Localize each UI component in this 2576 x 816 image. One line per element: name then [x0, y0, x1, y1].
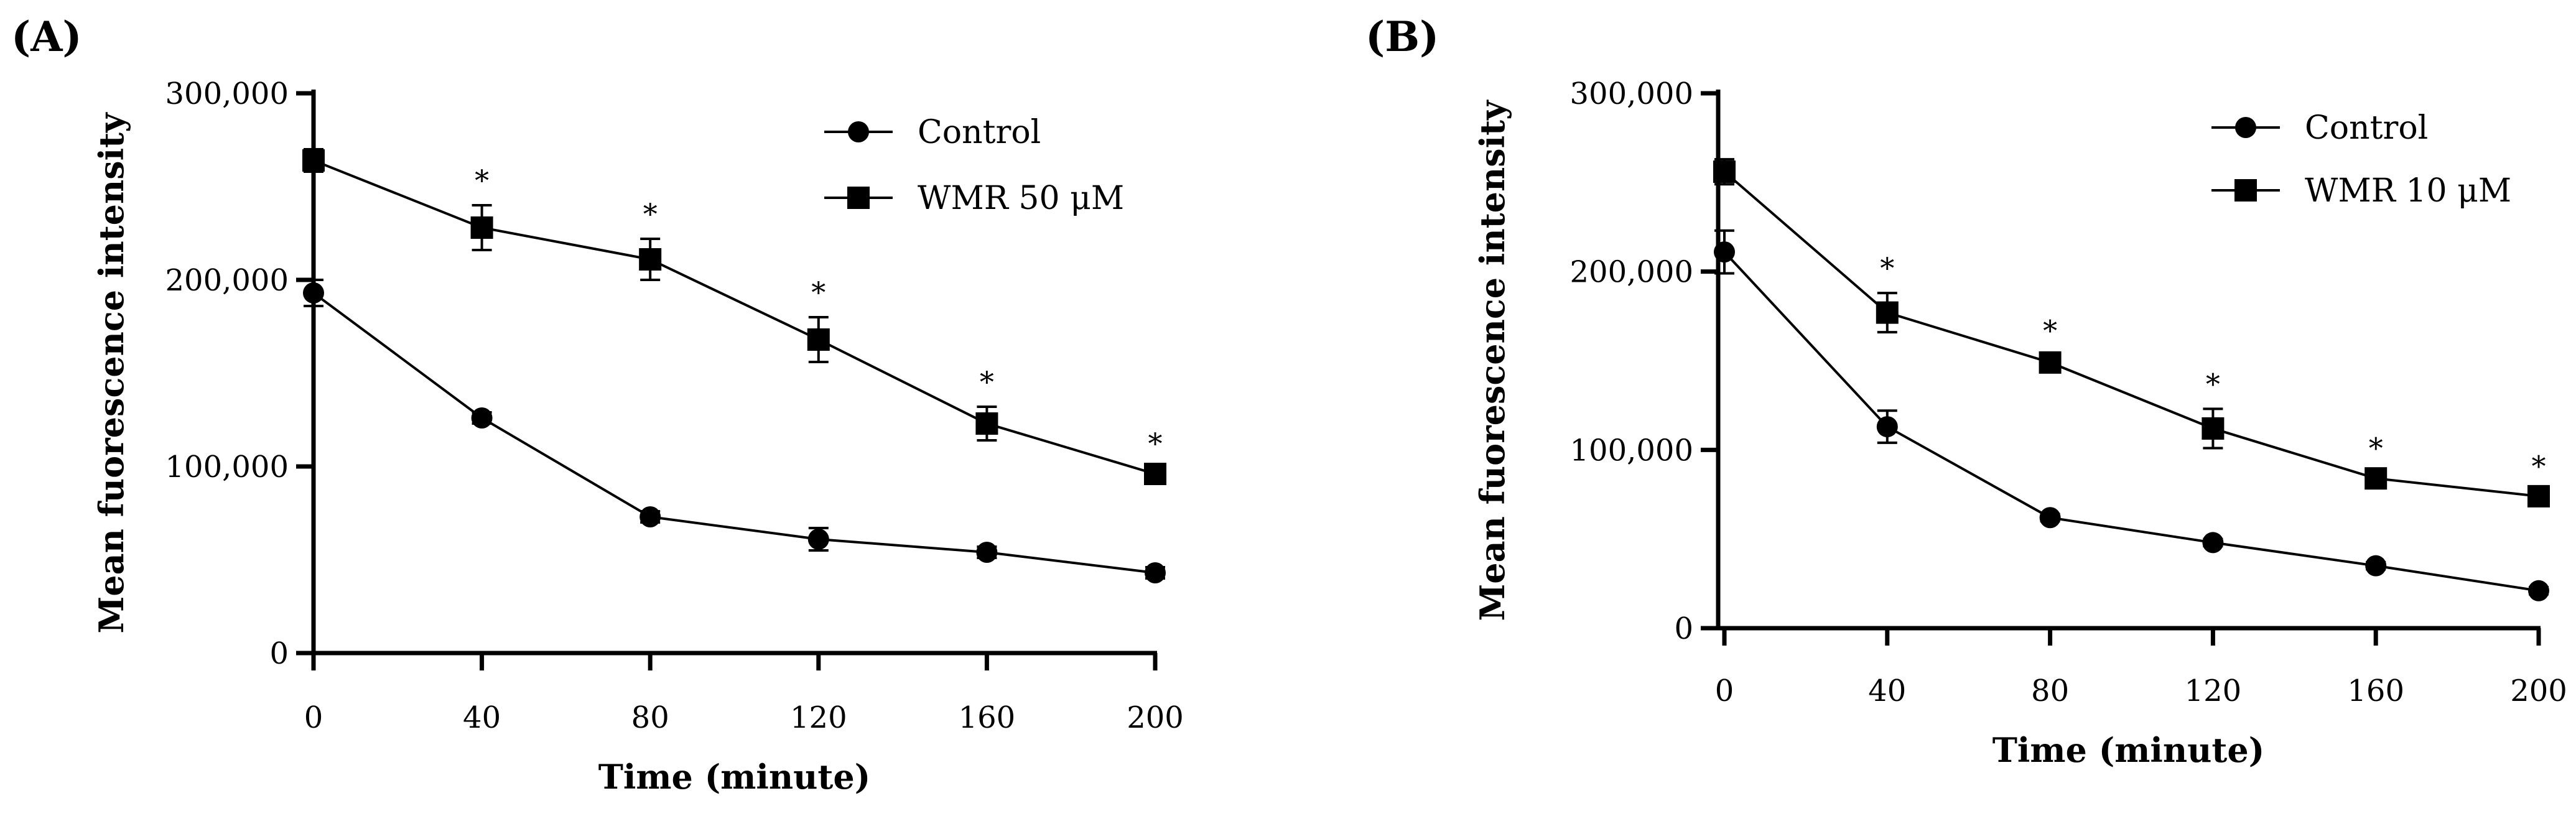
- data-point: [1144, 463, 1166, 485]
- data-point: [470, 216, 493, 239]
- x-tick-label: 80: [631, 700, 669, 735]
- x-axis-title: Time (minute): [598, 757, 871, 797]
- significance-asterisk: *: [475, 164, 489, 197]
- data-point: [1876, 416, 1898, 438]
- x-tick-label: 200: [2510, 674, 2567, 708]
- x-tick-label: 0: [1715, 674, 1734, 708]
- panel-label: (B): [1365, 12, 1439, 61]
- data-point: [2528, 580, 2549, 601]
- data-point: [2202, 417, 2225, 440]
- x-tick-label: 80: [2031, 674, 2069, 708]
- data-point: [807, 529, 829, 550]
- data-point: [1876, 301, 1899, 324]
- significance-asterisk: *: [2369, 432, 2383, 465]
- series-line: [312, 292, 1156, 574]
- series-line: [1723, 170, 2539, 498]
- y-tick-label: 100,000: [1570, 433, 1694, 468]
- y-tick-label: 200,000: [1570, 255, 1694, 290]
- y-tick-label: 200,000: [165, 263, 289, 298]
- x-axis-title: Time (minute): [1992, 730, 2265, 770]
- significance-asterisk: *: [811, 276, 825, 309]
- y-tick-label: 0: [269, 636, 289, 671]
- data-point: [2202, 532, 2224, 554]
- series-line: [313, 159, 1156, 475]
- x-tick-label: 120: [2185, 674, 2242, 708]
- data-point: [2364, 467, 2388, 490]
- data-point: [976, 542, 998, 563]
- y-axis-title: Mean fuorescence intensity: [91, 112, 131, 634]
- x-tick-label: 120: [790, 700, 847, 735]
- y-axis-title: Mean fuorescence intensity: [1472, 100, 1512, 621]
- panel-a: (A) 0 100,000 200,000 300,000 0 40 80 120 160 200 T…: [11, 12, 1184, 797]
- data-point: [1714, 241, 1735, 263]
- significance-asterisk: *: [2043, 313, 2057, 347]
- x-tick-label: 200: [1127, 700, 1184, 735]
- series-control: [1714, 229, 2549, 601]
- y-tick-label: 300,000: [1570, 76, 1694, 111]
- data-point: [975, 412, 998, 435]
- legend-marker: [847, 187, 870, 209]
- legend: Control WMR 50 μM: [824, 114, 1124, 217]
- legend-marker: [2235, 117, 2256, 138]
- y-tick-label: 0: [1674, 611, 1693, 646]
- significance-asterisk: *: [980, 365, 994, 399]
- series-control: [303, 279, 1166, 583]
- data-point: [639, 506, 661, 527]
- data-point: [2039, 351, 2062, 374]
- legend-marker: [848, 121, 869, 142]
- y-tick-label: 300,000: [165, 76, 289, 111]
- x-tick-label: 0: [304, 700, 323, 735]
- significance-asterisk: *: [1880, 251, 1894, 285]
- legend-label: Control: [918, 114, 1041, 151]
- legend-label: Control: [2305, 109, 2428, 147]
- panel-label: (A): [11, 12, 82, 61]
- x-tick-label: 160: [2347, 674, 2404, 708]
- data-point: [639, 248, 662, 271]
- data-point: [2039, 507, 2061, 529]
- legend: Control WMR 10 μM: [2211, 109, 2511, 210]
- significance-asterisk: *: [2532, 449, 2546, 483]
- panel-b: (B) 0 100,000 200,000 300,000 0 40 80 120 160 200 T…: [1365, 12, 2567, 770]
- data-point: [303, 282, 324, 304]
- series-line: [1723, 251, 2539, 592]
- data-point: [2527, 484, 2550, 508]
- data-point: [1145, 562, 1166, 583]
- x-tick-label: 40: [1868, 674, 1906, 708]
- data-point: [807, 328, 830, 351]
- significance-asterisk: *: [643, 197, 658, 231]
- data-point: [471, 407, 493, 429]
- data-point: [1713, 160, 1736, 183]
- series-wmr: [1713, 158, 2550, 508]
- legend-label: WMR 50 μM: [918, 180, 1124, 217]
- legend-label: WMR 10 μM: [2305, 172, 2511, 210]
- significance-asterisk: *: [1148, 427, 1163, 460]
- data-point: [2365, 555, 2387, 577]
- legend-marker: [2234, 179, 2257, 202]
- significance-asterisk: *: [2206, 367, 2220, 401]
- series-wmr: [302, 148, 1166, 485]
- data-point: [302, 149, 325, 172]
- x-tick-label: 40: [463, 700, 501, 735]
- y-tick-label: 100,000: [165, 450, 289, 484]
- x-tick-label: 160: [959, 700, 1016, 735]
